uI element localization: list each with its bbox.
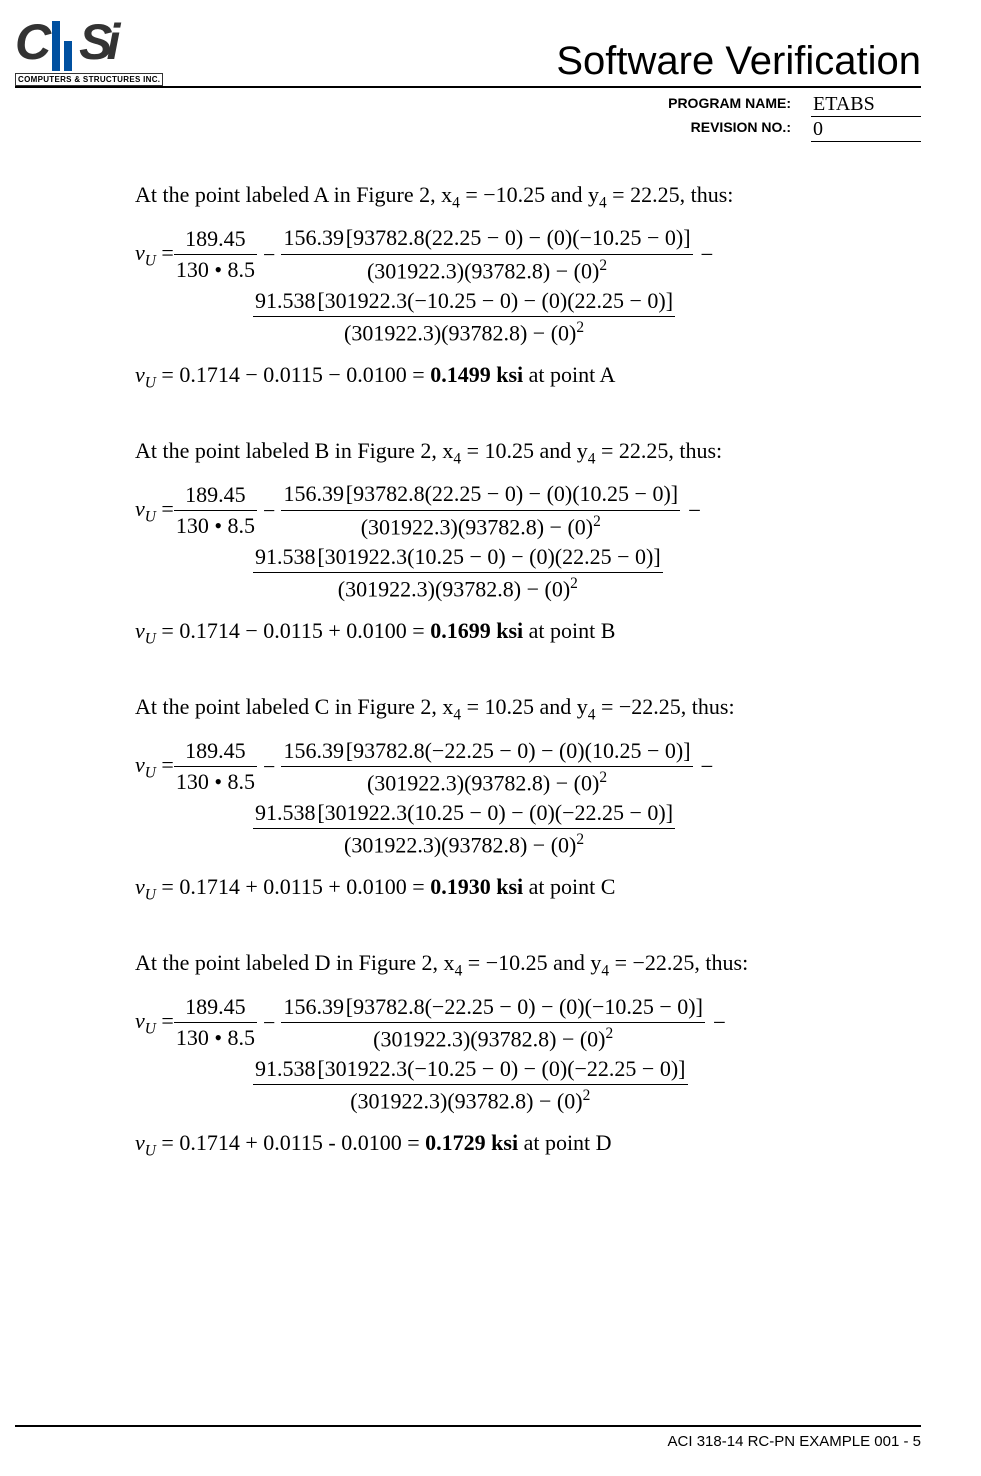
calc-block-b: At the point labeled B in Figure 2, x4 =… — [135, 438, 921, 648]
intro-b: At the point labeled B in Figure 2, x4 =… — [135, 438, 921, 468]
program-name-value: ETABS — [811, 92, 921, 117]
result-c: vU = 0.1714 + 0.0115 + 0.0100 = 0.1930 k… — [135, 874, 921, 904]
term3-frac: 91.538 [301922.3(−10.25 − 0) − (0)(22.25… — [253, 287, 675, 348]
csi-logo: C S i COMPUTERS & STRUCTURES INC. — [15, 15, 163, 86]
result-b: vU = 0.1714 − 0.0115 + 0.0100 = 0.1699 k… — [135, 618, 921, 648]
result-a: vU = 0.1714 − 0.0115 − 0.0100 = 0.1499 k… — [135, 362, 921, 392]
calc-block-a: At the point labeled A in Figure 2, x4 =… — [135, 182, 921, 392]
revision-no-label: REVISION NO.: — [668, 116, 791, 140]
program-name-label: PROGRAM NAME: — [668, 92, 791, 116]
page-footer: ACI 318-14 RC-PN EXAMPLE 001 - 5 — [15, 1425, 921, 1450]
term2-frac: 156.39 [93782.8(22.25 − 0) − (0)(−10.25 … — [281, 224, 692, 285]
header-rule — [15, 86, 921, 88]
page-title: Software Verification — [556, 39, 921, 84]
revision-no-value: 0 — [811, 117, 921, 142]
intro-a: At the point labeled A in Figure 2, x4 =… — [135, 182, 921, 212]
result-d: vU = 0.1714 + 0.0115 - 0.0100 = 0.1729 k… — [135, 1130, 921, 1160]
calc-block-d: At the point labeled D in Figure 2, x4 =… — [135, 950, 921, 1160]
header-meta: PROGRAM NAME: REVISION NO.: ETABS 0 — [15, 92, 921, 142]
logo-subtext: COMPUTERS & STRUCTURES INC. — [15, 73, 163, 86]
term1-frac: 189.45 130 • 8.5 — [174, 225, 257, 284]
calc-block-c: At the point labeled C in Figure 2, x4 =… — [135, 694, 921, 904]
intro-c: At the point labeled C in Figure 2, x4 =… — [135, 694, 921, 724]
intro-d: At the point labeled D in Figure 2, x4 =… — [135, 950, 921, 980]
